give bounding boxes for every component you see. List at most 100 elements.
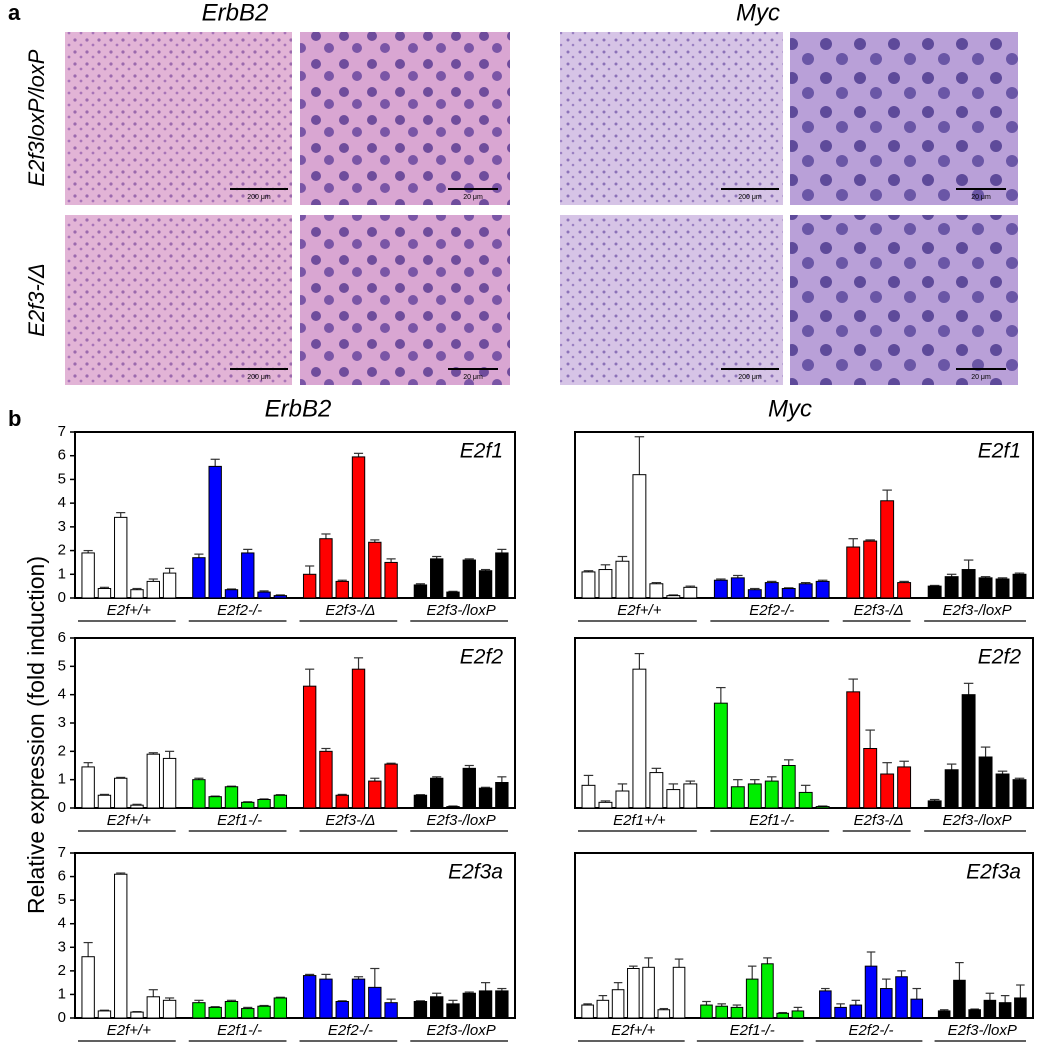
bar bbox=[747, 589, 762, 599]
bar bbox=[384, 763, 398, 809]
group-label: E2f3-/Δ bbox=[854, 812, 904, 829]
micrograph bbox=[560, 32, 783, 205]
bar bbox=[598, 569, 613, 599]
bar bbox=[819, 990, 832, 1019]
bar bbox=[880, 773, 895, 809]
bar bbox=[319, 538, 333, 599]
bar bbox=[351, 978, 366, 1019]
bar bbox=[798, 791, 813, 809]
group-label: E2f2-/- bbox=[217, 602, 262, 619]
bar bbox=[97, 1010, 112, 1019]
bar bbox=[798, 583, 813, 599]
bar bbox=[944, 769, 959, 809]
bar bbox=[257, 591, 271, 599]
bar bbox=[764, 780, 779, 809]
bar bbox=[130, 804, 144, 809]
bar bbox=[846, 691, 861, 809]
micrograph bbox=[560, 215, 783, 385]
bar bbox=[781, 765, 796, 809]
bar bbox=[666, 789, 681, 809]
bar bbox=[781, 588, 796, 599]
bar bbox=[462, 559, 476, 599]
bar bbox=[815, 580, 830, 599]
bar bbox=[897, 582, 912, 599]
y-tick-label: 5 bbox=[58, 470, 66, 487]
bar bbox=[162, 757, 177, 809]
micrograph bbox=[300, 32, 510, 205]
y-tick-label: 4 bbox=[58, 915, 66, 932]
y-tick-label: 6 bbox=[58, 629, 66, 646]
bar bbox=[632, 668, 647, 809]
bar bbox=[302, 573, 317, 599]
bar bbox=[81, 956, 95, 1019]
bar bbox=[130, 1011, 144, 1019]
bar bbox=[649, 583, 664, 599]
bar bbox=[97, 588, 112, 599]
bar bbox=[700, 1004, 713, 1019]
bar bbox=[162, 572, 177, 599]
scale-bar-label: 200 μm bbox=[738, 194, 762, 201]
scale-bar-label: 20 μm bbox=[463, 374, 483, 381]
chart-title: E2f3a bbox=[448, 861, 503, 884]
bar bbox=[430, 558, 444, 599]
bar bbox=[430, 996, 444, 1019]
group-label: E2f2-/- bbox=[749, 602, 794, 619]
bar bbox=[208, 796, 222, 809]
bar bbox=[927, 800, 942, 809]
bar bbox=[581, 1004, 594, 1019]
bar bbox=[241, 552, 255, 599]
bar bbox=[846, 546, 861, 599]
bar bbox=[273, 794, 288, 809]
column-header: ErbB2 bbox=[265, 395, 332, 422]
plot-frame bbox=[74, 852, 516, 1019]
bar bbox=[130, 589, 144, 599]
bar bbox=[146, 996, 160, 1019]
y-tick-label: 0 bbox=[58, 1009, 66, 1026]
bar bbox=[257, 1005, 271, 1019]
bar bbox=[146, 580, 160, 599]
bar bbox=[368, 986, 382, 1019]
scale-bar-label: 200 μm bbox=[738, 374, 762, 381]
bar bbox=[192, 1002, 206, 1019]
bar bbox=[114, 873, 128, 1019]
bar bbox=[208, 1006, 222, 1019]
bar bbox=[764, 582, 779, 599]
bar bbox=[834, 1006, 847, 1019]
bar bbox=[910, 998, 924, 1019]
bar bbox=[615, 790, 630, 809]
bar bbox=[747, 783, 762, 809]
y-tick-label: 5 bbox=[58, 657, 66, 674]
bar bbox=[978, 756, 993, 809]
bar bbox=[384, 1002, 398, 1019]
y-tick-label: 7 bbox=[58, 423, 66, 440]
group-label: E2f3-/loxP bbox=[942, 812, 1011, 829]
bar bbox=[927, 585, 942, 599]
bar bbox=[192, 779, 206, 809]
chart-title: E2f3a bbox=[966, 861, 1021, 884]
y-tick-label: 6 bbox=[58, 447, 66, 464]
y-tick-label: 1 bbox=[58, 985, 66, 1002]
bar bbox=[730, 577, 745, 599]
bar bbox=[162, 999, 177, 1019]
bar bbox=[97, 794, 112, 809]
y-tick-label: 6 bbox=[58, 868, 66, 885]
bar bbox=[863, 540, 878, 599]
bar bbox=[413, 794, 428, 809]
y-tick-label: 4 bbox=[58, 686, 66, 703]
bar bbox=[335, 1001, 349, 1019]
y-tick-label: 7 bbox=[58, 844, 66, 861]
bar bbox=[998, 1002, 1012, 1019]
group-label: E2f1-/- bbox=[217, 812, 262, 829]
micrograph bbox=[65, 215, 292, 385]
bar bbox=[611, 989, 625, 1019]
bar bbox=[351, 668, 366, 809]
bar bbox=[632, 474, 647, 599]
y-tick-label: 2 bbox=[58, 962, 66, 979]
group-label: E2f+/+ bbox=[617, 602, 661, 619]
bar bbox=[596, 999, 610, 1019]
y-tick-label: 0 bbox=[58, 589, 66, 606]
group-label: E2f3-/loxP bbox=[948, 1022, 1017, 1039]
bar bbox=[446, 1003, 460, 1019]
bar bbox=[478, 787, 493, 809]
